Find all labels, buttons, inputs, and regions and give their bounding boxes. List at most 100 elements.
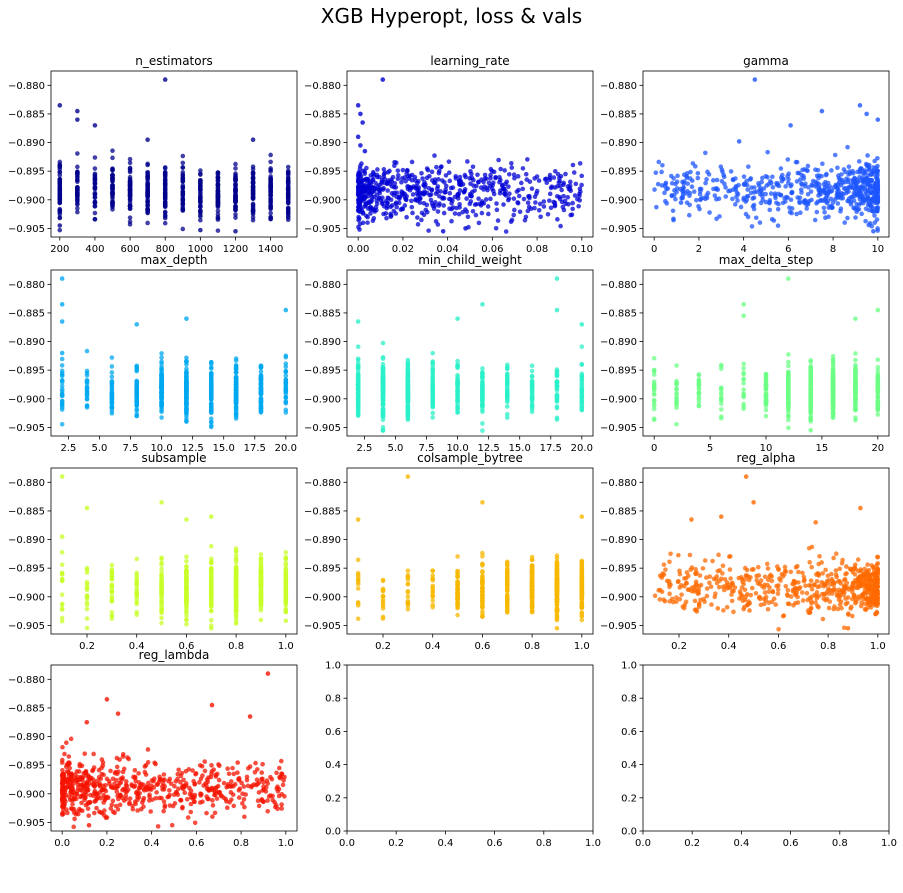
data-point <box>184 606 189 612</box>
data-point <box>283 581 289 587</box>
data-point <box>520 166 526 171</box>
data-point <box>875 206 880 212</box>
data-point <box>355 405 361 411</box>
data-point <box>180 185 186 191</box>
data-point <box>799 190 804 195</box>
data-point <box>59 572 65 577</box>
data-point <box>532 205 537 211</box>
data-point <box>855 169 860 175</box>
data-point <box>285 211 291 217</box>
data-point <box>470 164 476 170</box>
data-point <box>875 364 881 370</box>
data-point <box>159 500 164 505</box>
data-point <box>59 383 65 389</box>
data-point <box>799 182 805 187</box>
data-point <box>475 172 480 178</box>
data-point <box>59 363 65 368</box>
data-point <box>830 357 836 363</box>
data-point <box>109 405 115 411</box>
data-point <box>258 598 264 604</box>
data-point <box>233 406 239 411</box>
data-point <box>758 200 764 206</box>
data-point <box>455 399 460 404</box>
y-tick-label: −0.895 <box>304 366 341 377</box>
data-point <box>457 205 462 210</box>
data-point <box>835 165 840 171</box>
x-tick-label: 0.00 <box>347 244 369 255</box>
x-tick-label: 0.08 <box>526 244 548 255</box>
data-point <box>529 391 535 397</box>
data-point <box>670 208 676 214</box>
data-point <box>832 152 838 158</box>
data-point <box>463 174 468 180</box>
data-point <box>835 201 841 206</box>
data-point <box>844 176 849 181</box>
data-point <box>751 190 757 195</box>
y-tick-label: −0.900 <box>8 195 45 206</box>
plot-frame <box>642 70 890 238</box>
data-point <box>673 196 678 202</box>
data-point <box>757 220 763 225</box>
data-point <box>283 606 289 612</box>
data-point <box>145 220 150 226</box>
data-point <box>853 351 858 356</box>
data-point <box>406 176 412 181</box>
data-point <box>481 179 486 185</box>
data-point <box>480 366 485 371</box>
data-point <box>841 191 846 197</box>
data-point <box>415 215 420 220</box>
x-tick-label: 0.8 <box>228 641 244 652</box>
x-tick-label: 0.02 <box>392 244 414 255</box>
data-point <box>57 179 63 185</box>
data-point <box>127 215 133 220</box>
data-point <box>789 182 794 187</box>
data-point <box>872 213 877 218</box>
data-point <box>812 217 818 223</box>
data-point <box>233 416 239 421</box>
data-point <box>75 164 80 170</box>
data-point <box>469 171 474 177</box>
data-point <box>409 204 415 210</box>
data-point <box>430 415 436 420</box>
data-point <box>399 206 405 211</box>
data-point <box>823 179 828 185</box>
data-point <box>814 201 819 206</box>
data-point <box>57 227 63 233</box>
data-point <box>233 206 238 212</box>
data-point <box>258 369 264 374</box>
data-point <box>498 177 503 183</box>
scatter-points <box>59 276 289 430</box>
data-point <box>505 197 511 203</box>
data-point <box>529 403 535 409</box>
data-point <box>399 179 404 185</box>
data-point <box>75 117 80 122</box>
data-point <box>285 200 291 206</box>
data-point <box>59 421 65 427</box>
data-point <box>208 405 214 411</box>
data-point <box>741 391 746 397</box>
data-point <box>728 169 734 174</box>
data-point <box>109 594 115 599</box>
data-point <box>480 570 485 575</box>
data-point <box>741 174 747 179</box>
data-point <box>127 156 133 162</box>
data-point <box>405 396 411 401</box>
data-point <box>362 171 368 177</box>
data-point <box>853 417 858 423</box>
data-point <box>808 415 814 421</box>
data-point <box>380 361 386 367</box>
data-point <box>449 206 454 212</box>
data-point <box>134 378 140 384</box>
data-point <box>786 363 791 369</box>
data-point <box>826 189 832 194</box>
data-point <box>399 189 404 194</box>
plot-frame <box>50 70 298 238</box>
data-point <box>769 216 775 222</box>
data-point <box>434 164 439 170</box>
data-point <box>134 383 140 388</box>
data-point <box>554 387 560 393</box>
data-point <box>370 218 376 224</box>
y-tick-label: −0.900 <box>8 394 45 405</box>
data-point <box>741 182 747 187</box>
data-point <box>433 200 438 205</box>
